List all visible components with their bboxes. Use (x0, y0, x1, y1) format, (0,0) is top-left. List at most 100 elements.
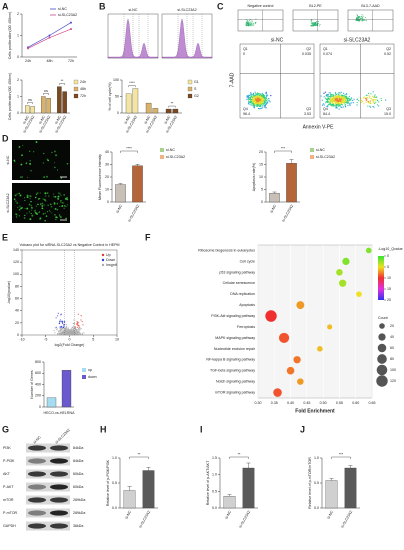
volcano-point (77, 321, 79, 324)
sig-label: ns (28, 98, 32, 102)
y-tick-label: 0 (17, 111, 19, 115)
volcano-point (57, 331, 60, 333)
legend-swatch (82, 375, 86, 379)
flow-dot (332, 94, 334, 96)
panel-letter: I (200, 424, 203, 434)
control-frame (347, 9, 394, 32)
fluorescent-cell (47, 204, 49, 206)
flow-dot (332, 104, 334, 106)
fluorescent-cell (60, 177, 63, 179)
flow-dot (361, 16, 363, 18)
sig-label: ** (61, 79, 64, 83)
volcano-point (79, 333, 81, 335)
flow-dot (254, 104, 256, 107)
sig-bracket (129, 456, 149, 459)
flow-dot (343, 92, 345, 94)
fluorescent-cell (29, 159, 32, 162)
size-key (377, 354, 387, 364)
flow-dot (367, 105, 369, 107)
fluorescent-cell (51, 151, 53, 154)
x-tick-label: si-NC (224, 510, 232, 520)
flow-dot (254, 91, 256, 93)
flow-dot (254, 102, 257, 104)
flow-dot (262, 104, 264, 106)
y-tick-label: 0.0 (112, 506, 117, 510)
bar (62, 91, 67, 114)
flow-dot (362, 19, 364, 21)
y-tick-label: 0 (117, 111, 119, 115)
fluorescent-cell (41, 202, 44, 205)
size-key (376, 364, 388, 376)
flow-dot (366, 99, 368, 101)
flow-dot (330, 104, 332, 106)
legend-swatch (101, 253, 105, 257)
fluorescent-cell (19, 205, 21, 207)
control-frame (292, 9, 339, 32)
flow-dot (361, 14, 363, 16)
x-axis-label: Annexin V-PE (303, 124, 335, 130)
bar (123, 490, 136, 509)
x-tick-label: 0.35 (271, 401, 278, 405)
flow-dot (263, 102, 266, 104)
panel-letter: H (100, 424, 107, 434)
volcano-point (75, 323, 78, 325)
flow-dot (329, 96, 332, 98)
flow-dot (370, 93, 372, 95)
volcano-point (66, 332, 68, 334)
term-label: mTOR signaling pathway (215, 390, 255, 394)
volcano-point (65, 325, 67, 327)
flow-dot (362, 19, 364, 21)
flow-dot (331, 101, 333, 103)
y-tick-label: 1.0 (212, 473, 217, 477)
flow-dot (337, 93, 339, 95)
fluorescent-cell (26, 196, 29, 199)
flow-dot (261, 92, 263, 95)
blot-band (50, 497, 68, 503)
blot-band (28, 523, 46, 529)
colorbar-label: 5 (387, 265, 389, 269)
error-bar (135, 164, 140, 166)
lane-label: si-NC (33, 435, 42, 444)
volcano-point (58, 332, 61, 335)
bar (223, 496, 236, 509)
flow-dot (340, 103, 342, 105)
y-axis-label: Relative level of p-AKT/AKT (206, 460, 210, 505)
blot-band (28, 458, 46, 464)
fluorescent-cell (39, 217, 42, 220)
flow-dot (312, 25, 314, 27)
x-tick-label: si-NC (163, 115, 171, 125)
fluorescent-cell (14, 194, 17, 197)
volcano-point (82, 324, 84, 326)
fluorescent-cell (15, 200, 17, 202)
flow-dot (348, 97, 350, 100)
y-tick-label: 1 (17, 94, 19, 98)
flow-dot (334, 104, 336, 107)
x-tick-label: 48h (47, 59, 53, 63)
plot-frame (239, 43, 315, 119)
legend-label: Down (106, 258, 115, 262)
histogram-title: si-SLC23A2 (177, 8, 196, 12)
flow-dot (246, 21, 248, 23)
quadrant-name: Q4 (323, 107, 328, 111)
fluorescent-cell (44, 219, 46, 222)
flow-dot (319, 23, 321, 25)
y-tick-label: 0.5 (112, 481, 117, 485)
fluorescent-cell (42, 198, 44, 200)
volcano-point (59, 330, 61, 333)
flow-dot (250, 98, 252, 101)
flow-dot (358, 19, 360, 21)
volcano-point (72, 332, 75, 334)
flow-dot (252, 98, 254, 100)
legend-swatch (187, 93, 193, 99)
flow-dot (347, 102, 350, 104)
size-label: 289kDa (73, 511, 85, 515)
fluorescent-cell (18, 208, 21, 211)
bar (269, 193, 280, 203)
bar (46, 98, 51, 114)
term-label: Cellular senescence (223, 281, 255, 285)
dot (356, 291, 362, 297)
fluorescent-cell (46, 158, 48, 160)
bar (57, 86, 62, 114)
flow-dot (339, 100, 342, 102)
fluorescent-cell (51, 212, 53, 214)
